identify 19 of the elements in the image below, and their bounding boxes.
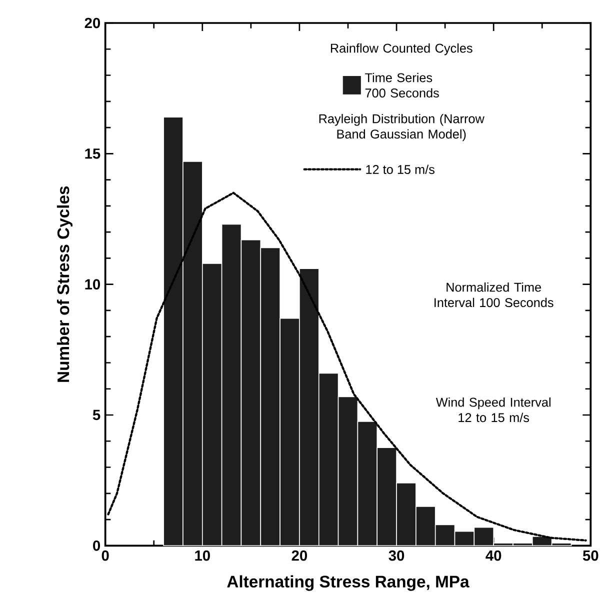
y-tick-label: 10: [85, 279, 100, 290]
legend-label: 12 to 15 m/s: [366, 164, 434, 174]
y-tick-label: 15: [85, 148, 100, 159]
y-tick-label: 20: [84, 18, 100, 28]
annotation: Wind Speed Interval 12 to 15 m/s: [436, 397, 550, 422]
y-tick-label: 5: [92, 410, 100, 420]
annotation: Rainflow Counted Cycles: [330, 43, 472, 56]
y-axis-title: Number of Stress Cycles: [56, 186, 72, 382]
x-tick-label: 50: [582, 550, 598, 561]
annotation: Normalized Time Interval 100 Seconds: [434, 282, 554, 308]
x-tick-label: 10: [195, 550, 210, 561]
x-tick-label: 30: [388, 550, 404, 561]
annotation: Rayleigh Distribution (Narrow Band Gaussian Model): [319, 114, 484, 142]
y-tick-label: 0: [93, 540, 100, 551]
legend-label: Time Series 700 Seconds: [365, 72, 439, 98]
x-axis-title: Alternating Stress Range, MPa: [227, 575, 470, 591]
x-tick-label: 40: [486, 550, 502, 561]
x-tick-label: 20: [292, 550, 308, 561]
x-tick-label: 0: [102, 550, 109, 561]
